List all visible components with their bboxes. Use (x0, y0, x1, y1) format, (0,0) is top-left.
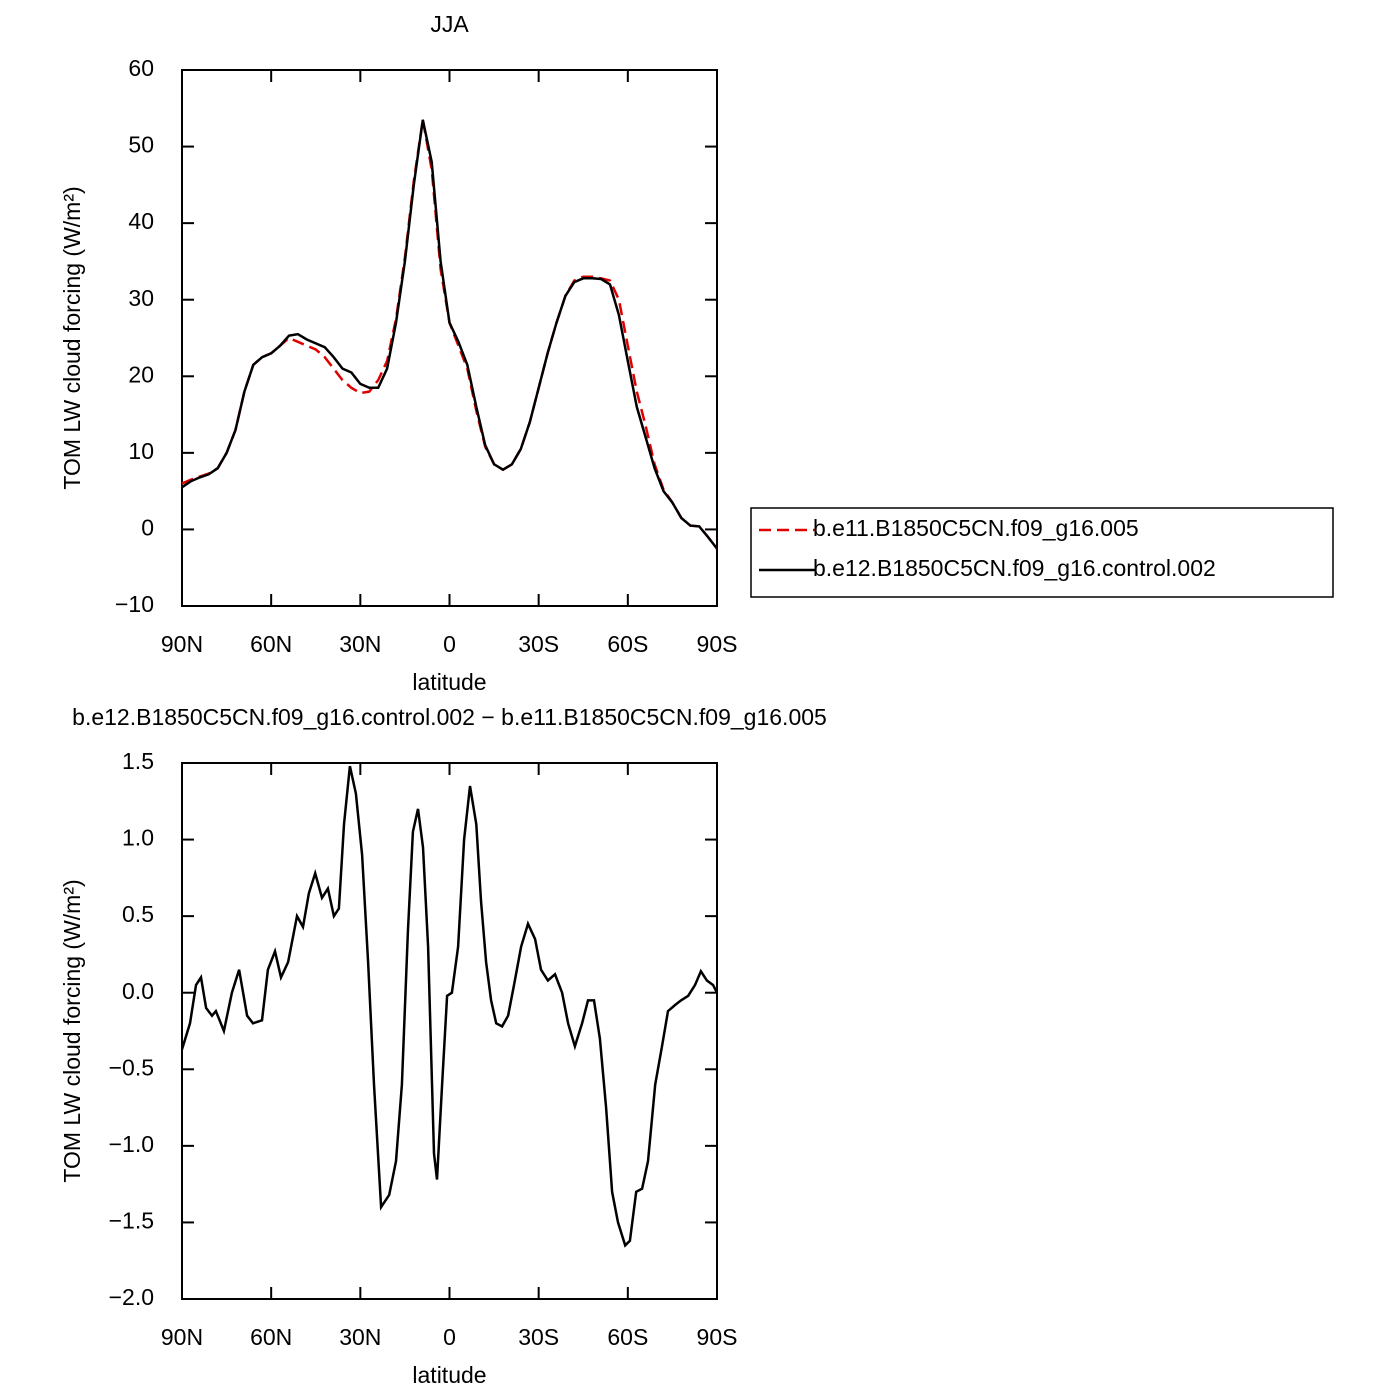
x-tick-label: 30N (339, 631, 381, 657)
y-tick-label: 10 (128, 438, 154, 464)
y-tick-label: 60 (128, 55, 154, 81)
x-tick-label: 0 (443, 631, 456, 657)
x-tick-label: 60N (250, 631, 292, 657)
y-tick-label: 20 (128, 361, 154, 387)
data-line (181, 119, 718, 550)
y-tick-label: −1.0 (109, 1131, 154, 1157)
x-tick-label: 90S (697, 1324, 738, 1350)
x-tick-label: 30S (518, 1324, 559, 1350)
x-tick-label: 60S (607, 631, 648, 657)
y-tick-label: 0.5 (122, 901, 154, 927)
legend-label: b.e12.B1850C5CN.f09_g16.control.002 (813, 555, 1216, 581)
y-tick-label: −2.0 (109, 1284, 154, 1310)
y-tick-label: 30 (128, 285, 154, 311)
y-tick-label: 0.0 (122, 978, 154, 1004)
y-tick-label: −1.5 (109, 1208, 154, 1234)
x-tick-label: 30N (339, 1324, 381, 1350)
y-axis-label: TOM LW cloud forcing (W/m²) (59, 879, 85, 1182)
chart-title: b.e12.B1850C5CN.f09_g16.control.002 − b.… (72, 704, 827, 730)
y-tick-label: 0 (141, 515, 154, 541)
y-tick-label: 1.5 (122, 748, 154, 774)
y-axis-label: TOM LW cloud forcing (W/m²) (59, 186, 85, 489)
y-tick-label: 1.0 (122, 825, 154, 851)
x-tick-label: 90N (161, 1324, 203, 1350)
x-axis-label: latitude (412, 1362, 486, 1388)
x-axis-label: latitude (412, 669, 486, 695)
y-tick-label: −10 (115, 591, 154, 617)
y-tick-label: 40 (128, 208, 154, 234)
legend-label: b.e11.B1850C5CN.f09_g16.005 (813, 515, 1139, 541)
chart-title: JJA (430, 11, 469, 37)
y-tick-label: −0.5 (109, 1054, 154, 1080)
x-tick-label: 30S (518, 631, 559, 657)
x-tick-label: 60N (250, 1324, 292, 1350)
plot-frame (181, 69, 718, 607)
data-line (180, 765, 719, 1248)
legend-box (750, 507, 1334, 598)
x-tick-label: 0 (443, 1324, 456, 1350)
data-line (181, 119, 718, 550)
x-tick-label: 90S (697, 631, 738, 657)
plot-frame (181, 762, 718, 1300)
x-tick-label: 90N (161, 631, 203, 657)
x-tick-label: 60S (607, 1324, 648, 1350)
y-tick-label: 50 (128, 132, 154, 158)
